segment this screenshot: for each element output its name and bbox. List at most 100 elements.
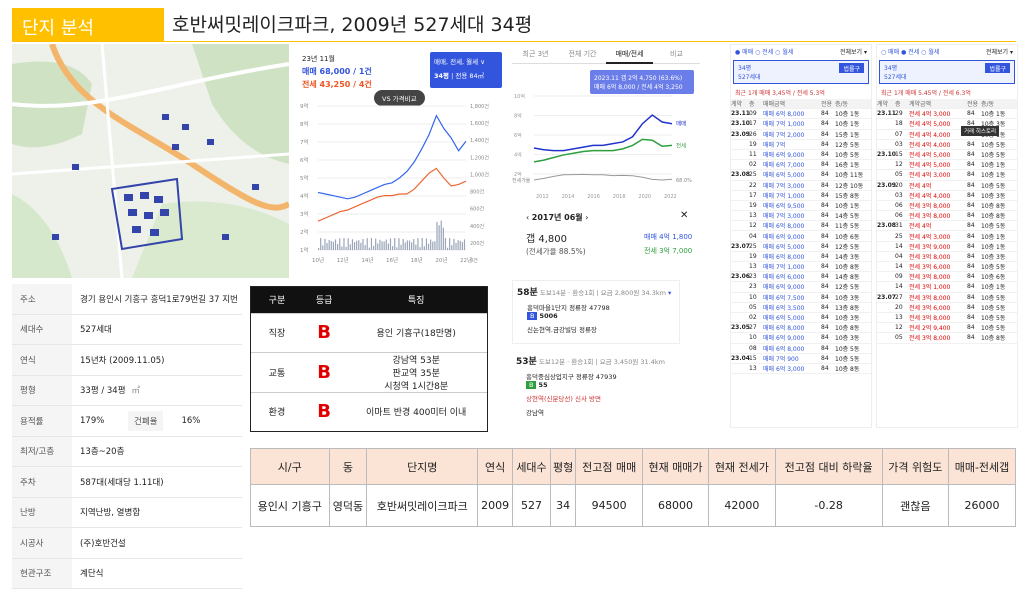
volume-bar <box>369 248 370 250</box>
y-tick-label: 2억 <box>300 228 309 236</box>
volume-bar <box>451 245 452 250</box>
tab-all-period[interactable]: 전체 기간 <box>559 49 606 59</box>
x-tick-label: 2022 <box>664 194 677 200</box>
column-header: 현재 전세가 <box>709 449 775 485</box>
volume-bar <box>445 238 446 250</box>
apply-button[interactable]: 법률구 <box>839 63 864 73</box>
table-cell: 호반써밋레이크파크 <box>367 485 478 527</box>
tab-recent-3y[interactable]: 최근 3년 <box>512 49 559 59</box>
complex-map[interactable] <box>12 44 289 278</box>
page-title: 호반써밋레이크파크, 2009년 527세대 34평 <box>172 10 532 37</box>
column-header: 전고점 매매 <box>576 449 642 485</box>
volume-bar <box>443 228 444 250</box>
route-card[interactable]: 58분 도보14분 · 환승1회 | 요금 2,800원 34.3km ▾ 흥덕… <box>512 280 680 344</box>
volume-bar <box>388 244 389 250</box>
column-header: 시/구 <box>251 449 330 485</box>
volume-bar <box>339 238 340 250</box>
x-tick-label: 20년 <box>435 256 447 264</box>
volume-bar <box>422 238 423 250</box>
volume-bar <box>360 243 361 250</box>
column-header: 연식 <box>478 449 513 485</box>
month-selector[interactable]: ‹ 2017년 06월 › <box>526 212 588 223</box>
volume-bar <box>326 243 327 250</box>
x-tick-label: 2012 <box>536 194 549 200</box>
close-icon[interactable]: ✕ <box>680 210 688 221</box>
volume-bar <box>405 242 406 250</box>
table-cell: 94500 <box>576 485 642 527</box>
trade-type-radio[interactable]: ○ 매매 ● 전세 ○ 월세 <box>881 47 939 56</box>
trade-type-radio[interactable]: ● 매매 ○ 전세 ○ 월세 <box>735 47 793 56</box>
tab-compare[interactable]: 비교 <box>653 49 700 59</box>
column-header: 동 <box>329 449 367 485</box>
apply-button[interactable]: 법률구 <box>985 63 1010 73</box>
volume-bar <box>329 240 330 250</box>
period-tabs: 최근 3년 전체 기간 매매/전세 비교 <box>512 44 700 64</box>
jeonse-series-line <box>318 168 466 221</box>
tab-sale-jeonse[interactable]: 매매/전세 <box>606 44 653 64</box>
volume-bar <box>373 246 374 250</box>
chevron-down-icon[interactable]: ▾ <box>668 289 671 297</box>
y2-tick-label: 1,600건 <box>470 120 489 127</box>
filter-dropdown[interactable]: 전체보기 ▾ <box>986 47 1013 56</box>
volume-bar <box>398 238 399 250</box>
route-card[interactable]: 53분 도보12분 · 환승1회 | 요금 3,450원 31.4km 흥덕중심… <box>512 350 680 421</box>
filter-dropdown[interactable]: 전체보기 ▾ <box>840 47 867 56</box>
trade-type-selector[interactable]: 매매, 전세, 월세 ∨ 34평 | 전용 84㎡ <box>430 52 502 88</box>
volume-bar <box>407 240 408 250</box>
y2-tick-label: 1,800건 <box>470 103 489 110</box>
y-tick-label: 6억 <box>300 156 309 164</box>
unit-toggle[interactable]: ㎡ <box>132 384 141 396</box>
volume-bar <box>400 245 401 250</box>
ratio-label: 전세가율 <box>512 177 531 184</box>
